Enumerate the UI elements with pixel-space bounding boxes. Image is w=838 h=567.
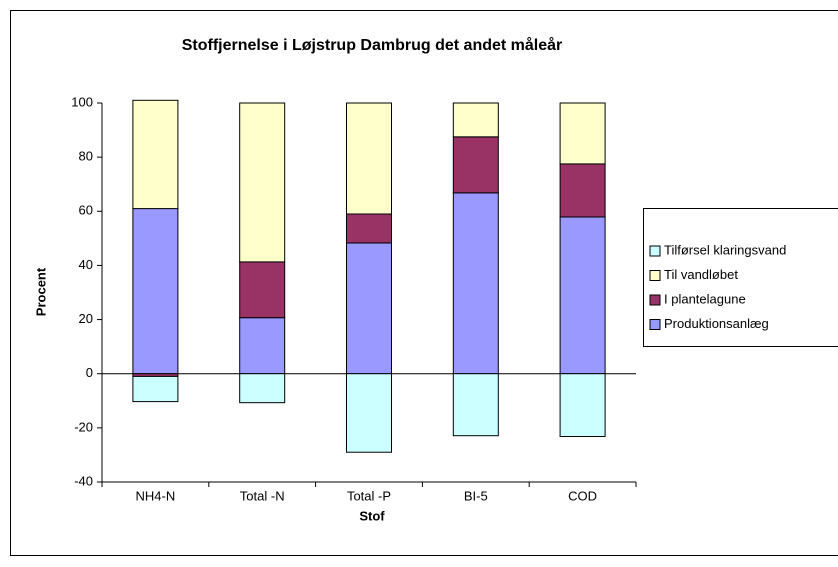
x-tick-label: COD — [568, 488, 597, 503]
bar-segment — [452, 192, 499, 375]
bar-segment — [559, 373, 606, 438]
y-axis-title: Procent — [33, 267, 48, 316]
legend-swatch — [649, 294, 661, 306]
bar-segment — [346, 213, 392, 244]
bar-segment — [239, 373, 286, 404]
bar-segment — [559, 216, 606, 375]
y-tick-label: -40 — [74, 473, 93, 488]
legend-label: Til vandløbet — [664, 267, 738, 282]
bar-segment — [346, 102, 392, 215]
bar-segment — [559, 163, 606, 218]
legend-swatch — [649, 319, 661, 330]
chart-title: Stoffjernelse i Løjstrup Dambrug det and… — [182, 36, 563, 54]
bar-segment — [346, 373, 392, 453]
legend-swatch — [649, 245, 661, 257]
x-tick-label: NH4-N — [136, 488, 176, 503]
y-tick-label: 80 — [79, 149, 93, 164]
bar-segment — [132, 208, 179, 375]
legend-box — [643, 208, 838, 347]
bar-segment — [452, 102, 499, 138]
x-tick-label: Total -N — [240, 488, 285, 503]
y-tick-label: 20 — [79, 311, 93, 326]
legend-label: Tilførsel klaringsvand — [664, 242, 786, 257]
bar-segment — [346, 242, 392, 375]
bar-segment — [239, 317, 286, 375]
bar-segment — [452, 373, 499, 437]
y-tick-label: -20 — [74, 419, 93, 434]
legend-swatch — [649, 270, 661, 281]
legend-label: I plantelagune — [664, 291, 746, 306]
bar-segment — [132, 99, 179, 210]
bar-segment — [239, 102, 286, 263]
bar-segment — [559, 102, 606, 165]
y-tick-label: 0 — [86, 365, 93, 380]
y-tick-label: 100 — [71, 94, 93, 109]
y-tick-label: 40 — [79, 257, 93, 272]
bar-segment — [132, 375, 179, 403]
x-tick-label: Total -P — [347, 488, 391, 503]
legend-label: Produktionsanlæg — [664, 316, 769, 331]
bar-segment — [239, 261, 286, 319]
x-axis-title: Stof — [359, 508, 385, 523]
bar-segment — [452, 136, 499, 194]
y-tick-label: 60 — [79, 203, 93, 218]
x-tick-label: BI-5 — [464, 488, 488, 503]
